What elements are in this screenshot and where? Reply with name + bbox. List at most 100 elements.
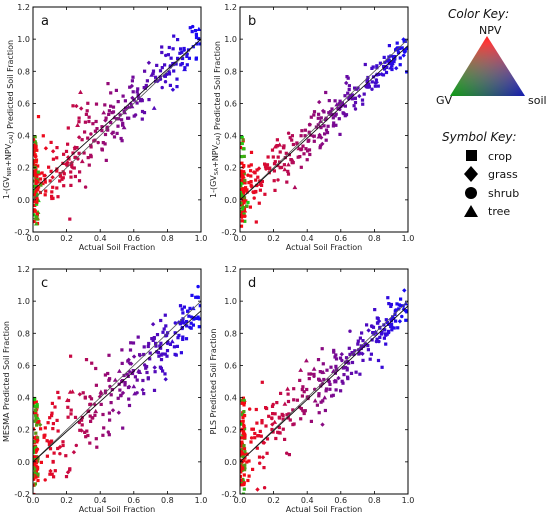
scatter-point	[110, 388, 114, 392]
scatter-point	[43, 478, 47, 482]
scatter-point	[188, 26, 192, 30]
scatter-point	[371, 65, 375, 69]
scatter-point	[122, 373, 126, 378]
scatter-point	[324, 128, 329, 132]
scatter-point	[33, 440, 36, 444]
scatter-point	[242, 172, 246, 176]
scatter-point	[68, 217, 72, 221]
scatter-point	[369, 324, 374, 328]
scatter-point	[33, 203, 37, 207]
scatter-point	[285, 413, 289, 417]
y-tick-label: 0.8	[17, 329, 30, 338]
scatter-point	[241, 455, 245, 459]
scatter-point	[90, 361, 94, 365]
scatter-point	[324, 138, 328, 142]
scatter-point	[352, 104, 356, 108]
scatter-point	[404, 318, 408, 322]
scatter-point	[312, 374, 316, 378]
scatter-point	[332, 348, 336, 352]
scatter-point	[320, 347, 324, 351]
y-tick-label: 0.4	[224, 394, 237, 403]
scatter-point	[51, 427, 55, 431]
scatter-point	[33, 436, 36, 440]
scatter-point	[150, 337, 154, 341]
scatter-point	[271, 155, 275, 159]
scatter-point	[75, 146, 79, 150]
scatter-point	[356, 342, 360, 346]
scatter-point	[277, 425, 281, 430]
scatter-point	[344, 356, 349, 360]
scatter-point	[265, 163, 270, 167]
scatter-point	[324, 387, 329, 391]
scatter-point	[242, 196, 247, 200]
scatter-point	[139, 97, 144, 102]
scatter-point	[247, 164, 251, 168]
x-tick-label: 0.2	[60, 496, 73, 505]
scatter-point	[145, 79, 149, 83]
scatter-point	[300, 388, 304, 392]
x-tick-label: 0.2	[267, 496, 280, 505]
plot-frame	[32, 268, 202, 495]
scatter-point	[140, 109, 145, 114]
scatter-point	[39, 183, 43, 187]
scatter-point	[256, 434, 260, 438]
scatter-point	[396, 51, 401, 55]
scatter-point	[278, 431, 282, 435]
scatter-point	[147, 98, 151, 102]
scatter-point	[152, 365, 157, 370]
scatter-point	[311, 366, 317, 371]
scatter-point	[154, 344, 158, 348]
scatter-point	[397, 307, 401, 311]
scatter-point	[307, 148, 312, 152]
scatter-point	[371, 331, 375, 335]
scatter-point	[318, 146, 322, 150]
scatter-point	[265, 437, 270, 441]
scatter-point	[93, 129, 97, 133]
scatter-point	[323, 408, 327, 413]
scatter-point	[51, 157, 55, 161]
scatter-point	[116, 100, 120, 104]
scatter-point	[87, 409, 91, 413]
scatter-point	[240, 169, 243, 173]
x-tick-label: 0.8	[368, 496, 381, 505]
scatter-point	[84, 435, 88, 439]
scatter-point	[243, 463, 247, 467]
scatter-point	[168, 83, 172, 87]
scatter-point	[69, 354, 73, 358]
scatter-point	[109, 393, 113, 397]
scatter-point	[79, 158, 85, 164]
scatter-point	[187, 314, 191, 318]
scatter-point	[383, 328, 387, 332]
scatter-point	[241, 138, 245, 142]
scatter-point	[105, 125, 109, 129]
scatter-point	[191, 323, 195, 327]
scatter-point	[353, 349, 357, 353]
y-tick-label: 0.2	[224, 164, 237, 173]
scatter-point	[240, 460, 244, 464]
scatter-point	[272, 144, 278, 149]
scatter-point	[341, 111, 345, 115]
scatter-point	[302, 411, 306, 416]
one-to-one-line	[240, 38, 408, 201]
scatter-point	[115, 117, 119, 121]
scatter-point	[135, 90, 139, 94]
scatter-point	[373, 81, 378, 85]
scatter-point	[107, 433, 111, 437]
scatter-point	[182, 46, 186, 51]
scatter-point	[317, 394, 321, 398]
scatter-point	[84, 358, 89, 362]
scatter-point	[71, 104, 75, 108]
scatter-point	[179, 63, 183, 67]
scatter-point	[324, 116, 328, 120]
scatter-point	[71, 151, 75, 155]
scatter-point	[89, 397, 94, 401]
scatter-point	[240, 398, 243, 402]
scatter-point	[149, 72, 155, 77]
scatter-point	[58, 174, 62, 178]
scatter-point	[106, 430, 111, 434]
scatter-point	[80, 418, 84, 422]
scatter-point	[321, 399, 325, 403]
scatter-point	[303, 409, 307, 413]
scatter-point	[57, 396, 61, 400]
